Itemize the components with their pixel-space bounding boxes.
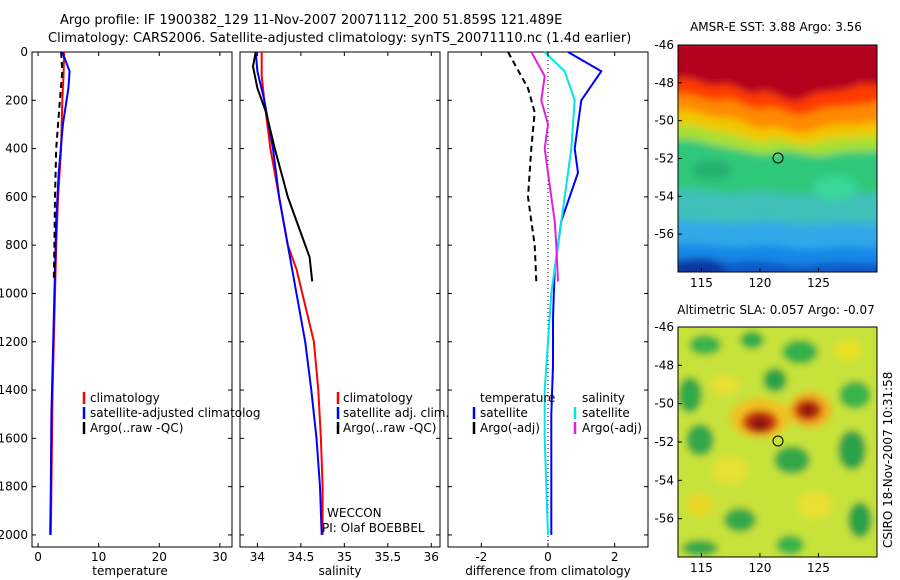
temperature-legend-argo: Argo(..raw -QC) (90, 421, 183, 435)
salinity-legend-climatology: climatology (343, 391, 413, 405)
depth-tick-label: 1800 (0, 480, 28, 494)
difference-legend: temperature satellite Argo(-adj) salinit… (472, 391, 642, 435)
depth-tick-label: 1200 (0, 335, 28, 349)
side-label: CSIRO 18-Nov-2007 10:31:58 (881, 372, 895, 548)
salinity-annotation-weccon: WECCON (327, 506, 382, 520)
temperature-xtick-label: 20 (152, 550, 167, 564)
temperature-legend: climatology satellite-adjusted climatolo… (82, 391, 260, 435)
sst-map-xtick-label: 125 (807, 276, 830, 290)
temperature-xlabel: temperature (92, 564, 167, 578)
sla-map (678, 327, 877, 557)
salinity-xtick-label: 36 (424, 550, 439, 564)
salinity-series-2 (252, 51, 314, 282)
sst-map-ytick-label: -48 (654, 76, 674, 90)
salinity-xtick-label: 34 (250, 550, 265, 564)
sst-map-ytick-label: -54 (654, 189, 674, 203)
difference-legend-temperature: temperature (480, 391, 555, 405)
sla-map-ytick-label: -48 (654, 358, 674, 372)
depth-tick-label: 600 (5, 190, 28, 204)
salinity-xtick-label: 35 (337, 550, 352, 564)
sla-map-title: Altimetric SLA: 0.057 Argo: -0.07 (677, 303, 874, 317)
depth-tick-label: 2000 (0, 528, 28, 542)
sst-map-ytick-label: -46 (654, 38, 674, 52)
difference-xlabel: difference from climatology (465, 564, 631, 578)
difference-series-0 (550, 51, 603, 535)
salinity-xtick-label: 34.5 (288, 550, 315, 564)
difference-legend-sal-argo: Argo(-adj) (582, 421, 642, 435)
temperature-series-2 (52, 51, 64, 282)
header-line-2: Climatology: CARS2006. Satellite-adjuste… (48, 31, 631, 46)
depth-tick-label: 200 (5, 93, 28, 107)
salinity-legend-argo: Argo(..raw -QC) (343, 421, 436, 435)
temperature-panel: 0 10 20 30 0 200 400 600 800 1000 1200 1400 1600 1800… (0, 45, 233, 564)
salinity-series-1 (254, 51, 323, 535)
sst-map-xtick-label: 115 (690, 276, 713, 290)
difference-legend-temp-satellite: satellite (480, 406, 528, 420)
difference-series-1 (507, 51, 538, 282)
temperature-xtick-label: 10 (91, 550, 106, 564)
salinity-xtick-label: 35.5 (374, 550, 401, 564)
salinity-legend-satellite: satellite adj. clim. (343, 406, 449, 420)
depth-tick-label: 1600 (0, 431, 28, 445)
temperature-xtick-label: 30 (212, 550, 227, 564)
salinity-annotation-pi: PI: Olaf BOEBBEL (322, 521, 425, 535)
sla-map-xtick-label: 115 (690, 561, 713, 575)
sst-map-ytick-label: -52 (654, 152, 674, 166)
difference-legend-salinity: salinity (582, 391, 625, 405)
difference-series-3 (530, 51, 559, 282)
salinity-xlabel: salinity (318, 564, 361, 578)
sst-map (678, 45, 877, 272)
depth-tick-label: 800 (5, 238, 28, 252)
sst-map-xtick-label: 120 (748, 276, 771, 290)
sst-map-ytick-label: -56 (654, 227, 674, 241)
depth-tick-label: 1400 (0, 383, 28, 397)
sst-float-marker (772, 152, 784, 164)
sla-map-ytick-label: -50 (654, 397, 674, 411)
difference-xtick-label: 2 (611, 550, 619, 564)
temperature-series-1 (49, 51, 71, 535)
sla-map-ytick-label: -52 (654, 435, 674, 449)
sst-map-ytick-label: -50 (654, 114, 674, 128)
sla-map-xtick-label: 120 (748, 561, 771, 575)
difference-legend-temp-argo: Argo(-adj) (480, 421, 540, 435)
temperature-xtick-label: 0 (34, 550, 42, 564)
depth-tick-label: 1000 (0, 286, 28, 300)
sst-map-title: AMSR-E SST: 3.88 Argo: 3.56 (690, 20, 862, 34)
sla-float-marker (772, 435, 784, 447)
difference-xtick-label: -2 (475, 550, 487, 564)
sla-map-ytick-label: -54 (654, 473, 674, 487)
salinity-panel: 34 34.5 35 35.5 36 (239, 51, 441, 564)
depth-tick-label: 400 (5, 142, 28, 156)
sla-map-ytick-label: -46 (654, 320, 674, 334)
difference-legend-sal-satellite: satellite (582, 406, 630, 420)
salinity-legend: climatology satellite adj. clim. Argo(..… (336, 391, 449, 435)
temperature-legend-climatology: climatology (90, 391, 160, 405)
difference-xtick-label: 0 (544, 550, 552, 564)
depth-tick-label: 0 (20, 45, 28, 59)
sla-map-xtick-label: 125 (807, 561, 830, 575)
difference-panel: -2 0 2 (447, 51, 649, 564)
sla-map-ytick-label: -56 (654, 512, 674, 526)
temperature-legend-satellite: satellite-adjusted climatolog (90, 406, 260, 420)
difference-series-2 (543, 51, 576, 535)
header-line-1: Argo profile: IF 1900382_129 11-Nov-2007… (60, 13, 562, 28)
